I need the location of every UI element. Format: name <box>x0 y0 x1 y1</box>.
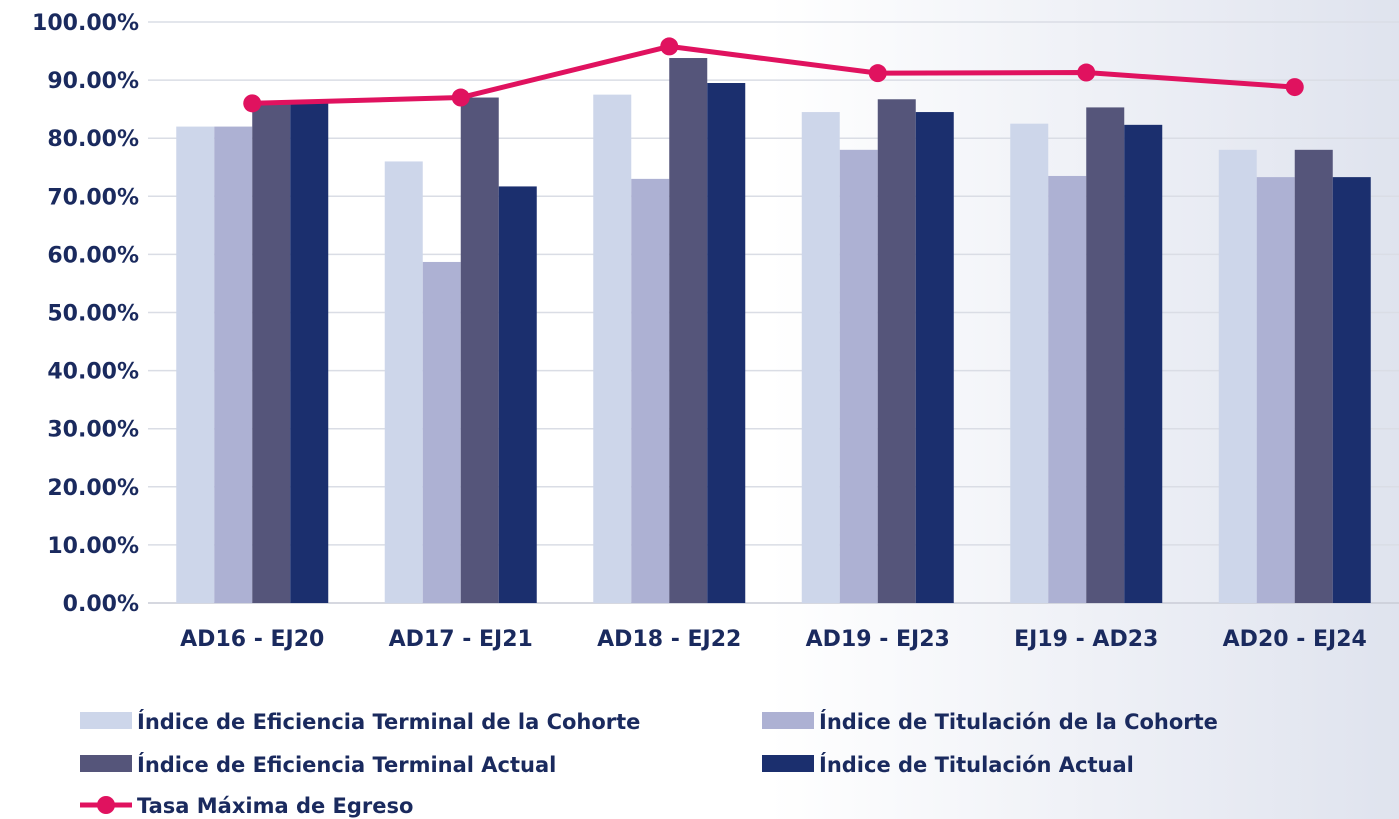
legend-swatch <box>762 755 814 772</box>
x-tick-label: AD18 - EJ22 <box>597 627 741 652</box>
y-tick-label: 10.00% <box>47 534 139 559</box>
bar <box>460 97 499 603</box>
legend-swatch <box>80 755 132 772</box>
legend-swatch <box>80 712 132 729</box>
legend-swatch <box>762 712 814 729</box>
y-tick-label: 70.00% <box>47 185 139 210</box>
y-tick-label: 60.00% <box>47 243 139 268</box>
legend: Índice de Eficiencia Terminal de la Coho… <box>80 709 1218 818</box>
bar <box>1086 107 1125 604</box>
bar <box>631 178 670 603</box>
x-tick-label: AD16 - EJ20 <box>180 627 324 652</box>
y-tick-label: 0.00% <box>63 592 139 617</box>
bar <box>1332 177 1371 603</box>
x-tick-label: AD20 - EJ24 <box>1223 627 1367 652</box>
line-point <box>1077 63 1096 82</box>
bars <box>176 58 1371 604</box>
bar <box>214 126 253 603</box>
bar <box>1124 124 1163 603</box>
line-point <box>868 64 887 83</box>
y-tick-label: 90.00% <box>47 69 139 94</box>
legend-swatch-point <box>97 796 115 814</box>
y-tick-label: 100.00% <box>32 11 139 36</box>
y-tick-label: 30.00% <box>47 418 139 443</box>
x-tick-label: AD17 - EJ21 <box>389 627 533 652</box>
legend-label: Índice de Eficiencia Terminal Actual <box>137 752 556 777</box>
x-tick-label: EJ19 - AD23 <box>1014 627 1158 652</box>
y-tick-label: 20.00% <box>47 476 139 501</box>
y-tick-label: 50.00% <box>47 302 139 327</box>
y-tick-label: 80.00% <box>47 127 139 152</box>
y-tick-label: 40.00% <box>47 360 139 385</box>
line-point <box>243 94 262 113</box>
legend-label: Índice de Titulación de la Cohorte <box>819 709 1218 734</box>
line-series-path <box>252 43 1295 106</box>
bar <box>839 149 878 603</box>
line-point <box>660 37 679 56</box>
bar <box>252 103 291 603</box>
bar <box>593 94 632 603</box>
bar <box>1294 149 1333 603</box>
y-axis-ticks: 0.00% 10.00% 20.00% 30.00% 40.00% 50.00% 60.00… <box>32 11 139 617</box>
bar <box>915 112 954 604</box>
bar <box>1048 175 1087 603</box>
bar <box>1218 149 1257 603</box>
legend-label: Índice de Titulación Actual <box>819 752 1134 777</box>
x-tick-label: AD19 - EJ23 <box>806 627 950 652</box>
line-point <box>1285 78 1304 97</box>
line-point <box>451 88 470 107</box>
legend-label: Índice de Eficiencia Terminal de la Coho… <box>137 709 640 734</box>
line-series <box>243 37 1304 113</box>
bar <box>1256 177 1295 603</box>
legend-label: Tasa Máxima de Egreso <box>137 794 413 818</box>
x-axis-labels: AD16 - EJ20 AD17 - EJ21 AD18 - EJ22 AD19 - … <box>180 627 1367 652</box>
bar <box>384 161 423 603</box>
bar <box>176 126 215 603</box>
bar <box>422 261 461 603</box>
bar <box>801 112 840 604</box>
bar <box>1010 123 1049 604</box>
bar <box>707 83 746 603</box>
bar <box>290 103 329 603</box>
bar <box>669 58 708 604</box>
bar <box>498 186 537 603</box>
bar <box>877 99 916 603</box>
